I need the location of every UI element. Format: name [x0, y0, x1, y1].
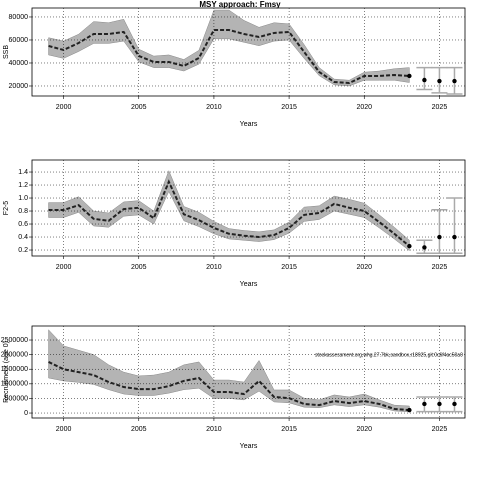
x-tick-label: 2000 — [56, 104, 72, 111]
annotation: stockassessment.org,whg.27.7bk,sandbox,r… — [315, 352, 463, 358]
y-tick-label: 40000 — [9, 60, 29, 67]
estimate-line — [48, 361, 410, 412]
y-axis-label: SSB — [3, 45, 10, 59]
y-tick-label: 2000000 — [1, 351, 28, 358]
x-tick-label: 2000 — [56, 264, 72, 271]
forecast-dot — [437, 234, 442, 240]
x-axis-label: Years — [240, 121, 258, 128]
forecast-dot — [437, 78, 442, 84]
x-tick-label: 2025 — [432, 104, 448, 111]
plot-frame — [31, 159, 466, 257]
y-tick-label: 1000000 — [1, 381, 28, 388]
x-tick-label: 2010 — [206, 104, 222, 111]
y-tick-label: 60000 — [9, 37, 29, 44]
forecast-dot — [422, 245, 427, 250]
x-tick-label: 2005 — [131, 426, 147, 433]
x-tick-label: 2020 — [356, 264, 372, 271]
forecast-dot — [452, 401, 457, 407]
x-tick-label: 2025 — [432, 264, 448, 271]
y-tick-label: 1500000 — [1, 366, 28, 373]
forecast-dot — [452, 234, 457, 240]
x-axis-label: Years — [240, 281, 258, 288]
y-tick-label: 0 — [24, 410, 28, 417]
x-tick-label: 2005 — [131, 104, 147, 111]
y-tick-label: 1.2 — [18, 182, 28, 189]
last-estimate-dot — [407, 243, 412, 249]
forecast-dot — [422, 77, 427, 83]
forecast-dot — [437, 401, 442, 407]
y-tick-label: 0.8 — [18, 208, 28, 215]
y-axis-label: Recruitment (age 0) — [3, 341, 10, 403]
forecast-dot — [452, 78, 457, 84]
x-tick-label: 2010 — [206, 264, 222, 271]
x-tick-label: 2015 — [281, 426, 297, 433]
chart-title: MSY approach: Fmsy — [199, 0, 281, 9]
x-tick-label: 2010 — [206, 426, 222, 433]
x-axis-label: Years — [240, 443, 258, 450]
y-tick-label: 2500000 — [1, 337, 28, 344]
y-tick-label: 1.4 — [18, 169, 28, 176]
confidence-band — [48, 329, 410, 413]
confidence-band — [48, 9, 410, 87]
x-tick-label: 2000 — [56, 426, 72, 433]
estimate-line — [48, 28, 410, 85]
x-tick-label: 2020 — [356, 104, 372, 111]
last-estimate-dot — [407, 407, 412, 413]
y-tick-label: 1.0 — [18, 195, 28, 202]
x-tick-label: 2025 — [432, 426, 448, 433]
last-estimate-dot — [407, 73, 412, 79]
y-tick-label: 80000 — [9, 14, 29, 21]
y-tick-label: 0.4 — [18, 234, 28, 241]
y-tick-label: 0.2 — [18, 247, 28, 254]
y-tick-label: 500000 — [5, 395, 28, 402]
plot-frame — [31, 325, 466, 419]
y-tick-label: 20000 — [9, 83, 29, 90]
x-tick-label: 2020 — [356, 426, 372, 433]
confidence-band — [48, 170, 410, 252]
y-axis-label: F2-5 — [3, 201, 10, 216]
forecast-dot — [422, 401, 427, 407]
x-tick-label: 2005 — [131, 264, 147, 271]
y-tick-label: 0.6 — [18, 221, 28, 228]
estimate-line — [48, 179, 411, 247]
x-tick-label: 2015 — [281, 104, 297, 111]
x-tick-label: 2015 — [281, 264, 297, 271]
plot-frame — [31, 7, 466, 97]
